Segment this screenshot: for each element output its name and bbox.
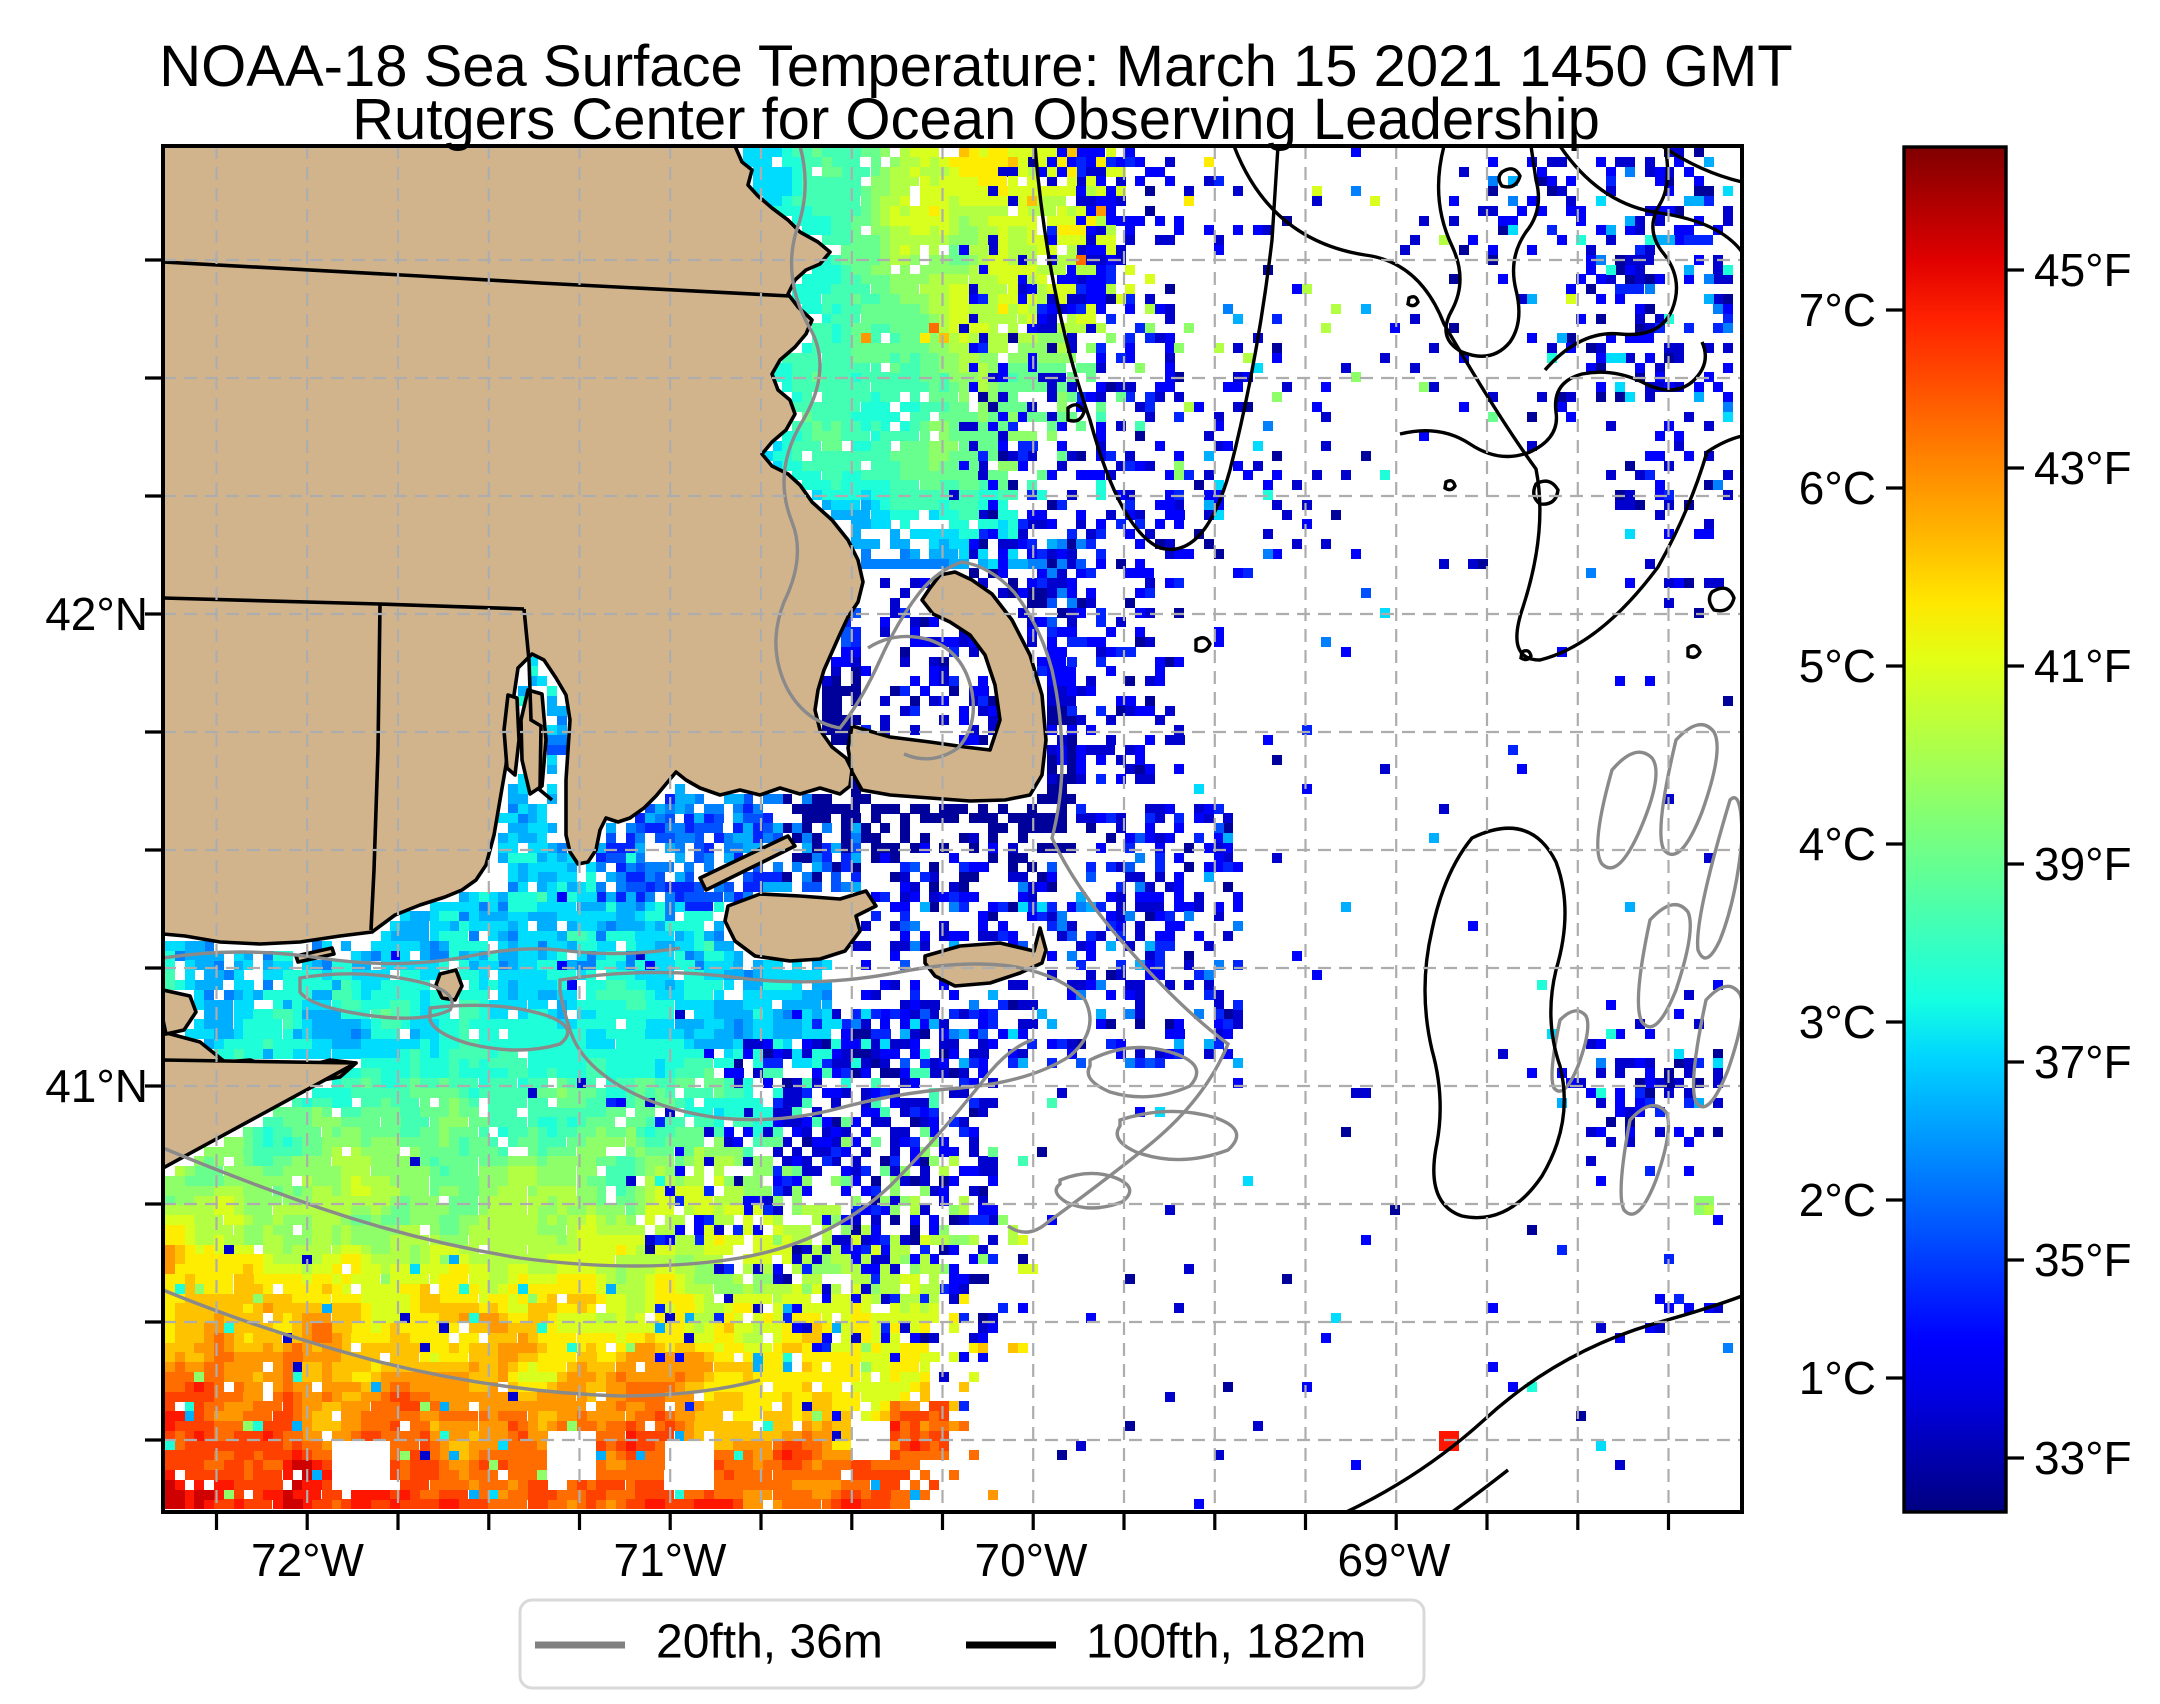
svg-text:Rutgers Center for Ocean Obser: Rutgers Center for Ocean Observing Leade… (352, 87, 1600, 152)
svg-text:45°F: 45°F (2034, 244, 2132, 296)
svg-text:69°W: 69°W (1338, 1534, 1452, 1586)
svg-text:42°N: 42°N (45, 588, 148, 640)
svg-text:39°F: 39°F (2034, 838, 2132, 890)
svg-text:43°F: 43°F (2034, 442, 2132, 494)
svg-text:100fth, 182m: 100fth, 182m (1086, 1616, 1366, 1669)
svg-text:71°W: 71°W (614, 1534, 728, 1586)
svg-text:NOAA-18 Sea Surface Temperatur: NOAA-18 Sea Surface Temperature: March 1… (159, 34, 1792, 99)
svg-text:4°C: 4°C (1799, 818, 1876, 870)
svg-text:70°W: 70°W (975, 1534, 1089, 1586)
svg-text:72°W: 72°W (251, 1534, 365, 1586)
svg-text:2°C: 2°C (1799, 1174, 1876, 1226)
svg-text:41°F: 41°F (2034, 640, 2132, 692)
svg-text:37°F: 37°F (2034, 1036, 2132, 1088)
svg-text:7°C: 7°C (1799, 284, 1876, 336)
svg-text:5°C: 5°C (1799, 640, 1876, 692)
svg-text:41°N: 41°N (45, 1060, 148, 1112)
svg-text:20fth, 36m: 20fth, 36m (656, 1616, 883, 1669)
svg-text:35°F: 35°F (2034, 1234, 2132, 1286)
svg-text:3°C: 3°C (1799, 996, 1876, 1048)
svg-text:6°C: 6°C (1799, 462, 1876, 514)
svg-text:33°F: 33°F (2034, 1432, 2132, 1484)
svg-text:1°C: 1°C (1799, 1352, 1876, 1404)
